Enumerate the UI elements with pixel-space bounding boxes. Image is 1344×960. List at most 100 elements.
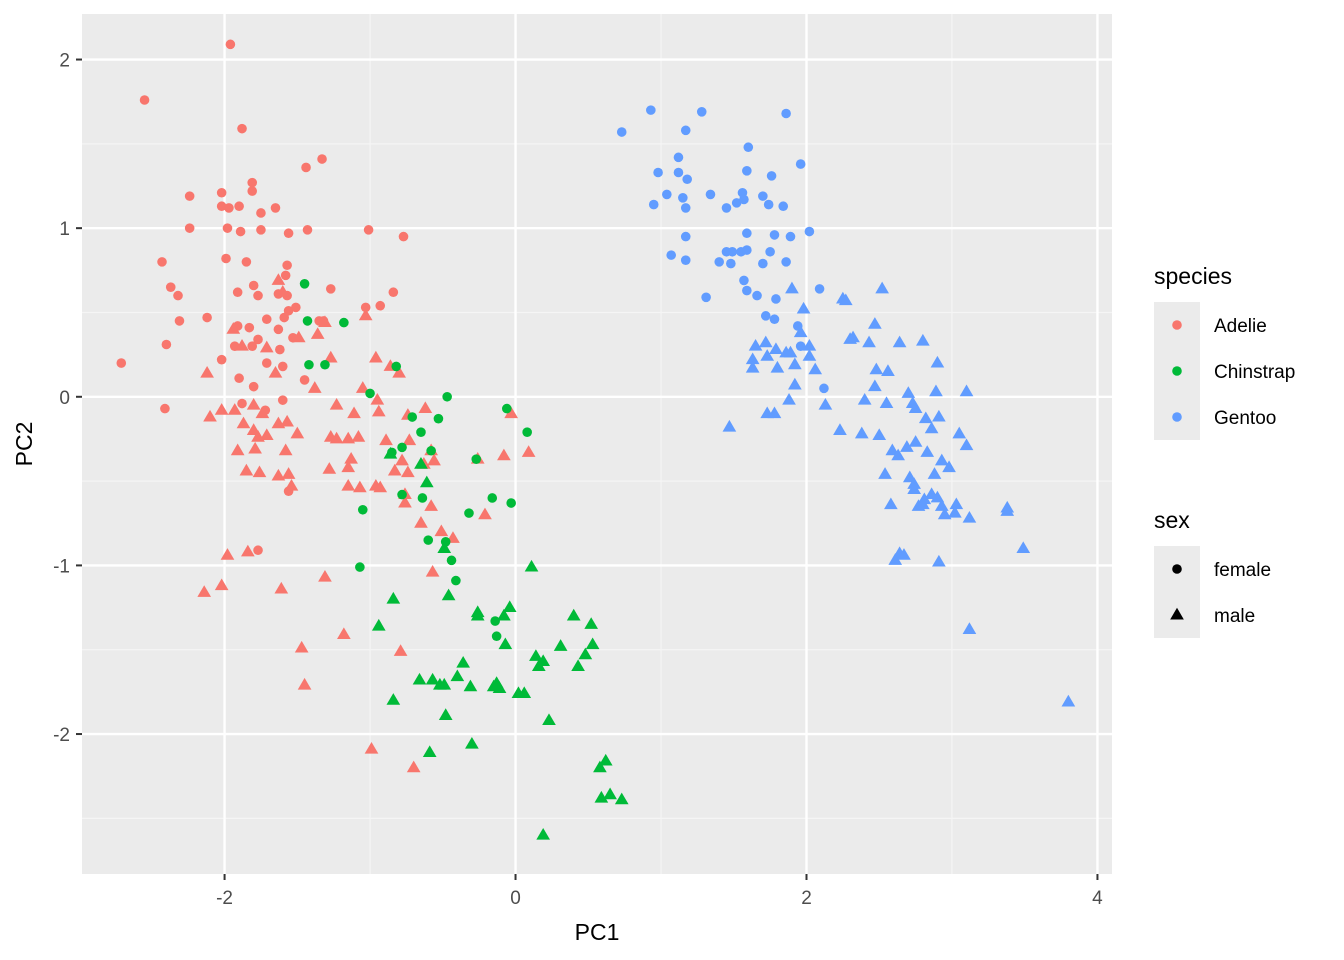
adelie-male-point — [393, 644, 408, 656]
adelie-female-point — [282, 260, 292, 271]
chinstrap-male-point — [531, 659, 546, 672]
adelie-female-point — [165, 282, 176, 292]
adelie-male-point — [220, 548, 235, 560]
gentoo-female-point — [727, 246, 738, 257]
adelie-male-point — [373, 480, 388, 493]
chinstrap-male-point — [571, 659, 585, 672]
gentoo-male-point — [930, 355, 945, 368]
adelie-female-point — [216, 201, 227, 212]
adelie-male-point — [355, 381, 370, 393]
adelie-male-point — [294, 640, 309, 653]
gentoo-female-point — [721, 203, 732, 213]
gentoo-female-point — [819, 383, 829, 394]
adelie-male-point — [379, 433, 393, 446]
gentoo-female-point — [742, 245, 752, 255]
gentoo-female-point — [680, 203, 691, 213]
chinstrap-male-point — [386, 693, 401, 705]
chinstrap-female-point — [320, 359, 330, 370]
adelie-male-point — [358, 308, 373, 321]
gentoo-male-point — [952, 426, 967, 439]
chinstrap-female-point — [416, 427, 426, 437]
adelie-male-point — [521, 445, 536, 457]
gentoo-male-point — [875, 281, 889, 294]
gentoo-male-point — [900, 440, 914, 452]
y-tick-label: 1 — [59, 219, 70, 240]
chinstrap-male-point — [470, 608, 485, 621]
gentoo-male-point — [924, 421, 939, 434]
adelie-male-point — [425, 564, 440, 577]
adelie-female-point — [253, 334, 263, 345]
adelie-male-point — [259, 428, 274, 441]
gentoo-female-point — [763, 199, 774, 210]
adelie-male-point — [214, 578, 229, 591]
gentoo-male-point — [802, 338, 817, 351]
adelie-female-point — [224, 203, 234, 213]
chinstrap-female-point — [423, 535, 434, 545]
adelie-female-point — [291, 302, 301, 313]
gentoo-female-point — [666, 250, 676, 260]
gentoo-female-point — [714, 257, 725, 267]
chinstrap-male-point — [412, 672, 427, 685]
gentoo-male-point — [779, 345, 793, 358]
adelie-male-point — [284, 478, 299, 491]
chinstrap-male-point — [594, 790, 609, 803]
chinstrap-male-point — [465, 736, 479, 749]
gentoo-female-point — [758, 258, 768, 269]
adelie-male-point — [424, 499, 438, 511]
gentoo-female-point — [739, 275, 749, 286]
chinstrap-male-point — [524, 559, 539, 572]
adelie-female-point — [157, 257, 167, 267]
gentoo-female-point — [765, 246, 775, 257]
legend: species Adelie Chinstrap Gentoo sex female mal… — [1154, 263, 1295, 638]
adelie-female-point — [184, 191, 195, 201]
adelie-male-point — [271, 273, 286, 285]
adelie-female-point — [237, 123, 247, 134]
gentoo-male-point — [722, 419, 737, 432]
gentoo-female-point — [758, 191, 768, 201]
chinstrap-male-point — [422, 745, 437, 758]
chinstrap-male-point — [383, 446, 398, 459]
gentoo-male-point — [1000, 500, 1015, 513]
adelie-male-point — [414, 516, 428, 528]
legend-label-male: male — [1214, 606, 1255, 627]
gentoo-male-point — [760, 349, 775, 361]
gentoo-male-point — [872, 428, 887, 441]
legend-key-female — [1172, 564, 1182, 574]
chinstrap-male-point — [386, 591, 401, 604]
adelie-female-point — [299, 375, 310, 385]
adelie-male-point — [259, 340, 274, 353]
adelie-male-point — [280, 414, 294, 427]
gentoo-male-point — [808, 362, 823, 375]
gentoo-male-point — [916, 497, 930, 510]
gentoo-male-point — [833, 423, 847, 435]
gentoo-female-point — [726, 258, 736, 269]
adelie-female-point — [360, 302, 371, 313]
adelie-male-point — [230, 443, 245, 456]
legend-key-chinstrap — [1172, 366, 1182, 376]
chinstrap-male-point — [463, 679, 478, 692]
adelie-male-point — [203, 409, 217, 422]
gentoo-female-point — [662, 189, 672, 200]
gentoo-female-point — [795, 159, 806, 169]
gentoo-female-point — [737, 187, 748, 198]
adelie-female-point — [235, 226, 246, 237]
gentoo-male-point — [818, 398, 833, 410]
adelie-male-point — [310, 327, 325, 339]
gentoo-male-point — [769, 342, 783, 355]
gentoo-female-point — [680, 125, 691, 136]
adelie-female-point — [277, 395, 288, 405]
chinstrap-female-point — [464, 508, 474, 518]
gentoo-female-point — [648, 199, 659, 210]
gentoo-male-point — [862, 335, 876, 348]
adelie-male-point — [478, 507, 492, 520]
adelie-female-point — [388, 287, 399, 298]
chinstrap-female-point — [471, 454, 482, 464]
gentoo-male-point — [846, 330, 860, 343]
x-axis-tick-labels: -2 0 2 4 — [216, 888, 1103, 909]
gentoo-male-point — [908, 435, 923, 447]
adelie-female-point — [244, 322, 255, 333]
adelie-male-point — [290, 426, 305, 439]
gentoo-female-point — [760, 311, 771, 321]
x-axis-title: PC1 — [575, 919, 620, 945]
gentoo-female-point — [742, 228, 752, 239]
